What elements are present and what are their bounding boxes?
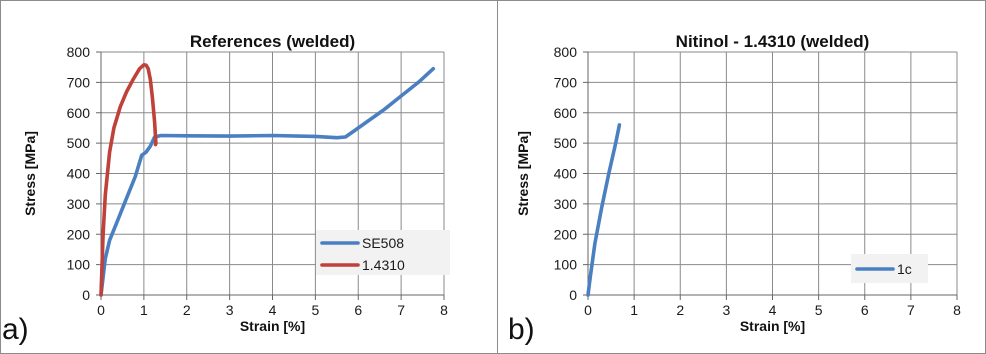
y-tick-label: 0 <box>569 287 577 303</box>
x-axis-label: Strain [%] <box>740 318 805 334</box>
y-axis-label: Stress [MPa] <box>22 131 38 216</box>
y-tick-label: 0 <box>82 287 90 303</box>
x-tick-label: 1 <box>630 302 638 318</box>
y-tick-label: 600 <box>67 105 91 121</box>
x-tick-label: 4 <box>769 302 777 318</box>
legend: 1c <box>851 254 928 283</box>
y-tick-label: 300 <box>67 196 91 212</box>
chart-title: Nitinol - 1.4310 (welded) <box>676 32 870 51</box>
y-tick-label: 200 <box>554 226 578 242</box>
x-tick-label: 3 <box>226 302 234 318</box>
series-line-2 <box>99 63 158 297</box>
y-tick-label: 700 <box>554 74 578 90</box>
chart-panel-1: 0 1 2 3 4 5 6 7 8 0 100 200 300 400 500 600 700 800 Refere… <box>2 32 450 346</box>
series-line-1 <box>99 66 436 297</box>
x-tick-label: 5 <box>311 302 319 318</box>
x-tick-label: 8 <box>440 302 448 318</box>
y-tick-label: 500 <box>554 135 578 151</box>
legend-label: 1.4310 <box>362 257 405 273</box>
x-tick-label: 2 <box>676 302 684 318</box>
y-tick-label: 600 <box>554 105 578 121</box>
x-tick-label: 7 <box>907 302 915 318</box>
x-tick-label: 7 <box>397 302 405 318</box>
legend-label: SE508 <box>362 235 404 251</box>
x-tick-label: 3 <box>722 302 730 318</box>
x-tick-label: 5 <box>815 302 823 318</box>
x-tick-label: 0 <box>584 302 592 318</box>
x-tick-label: 0 <box>97 302 105 318</box>
chart-panel-2: 0 1 2 3 4 5 6 7 8 0 100 200 300 400 500 600 700 800 Nitino… <box>508 32 961 346</box>
x-tick-label: 6 <box>354 302 362 318</box>
x-tick-label: 4 <box>269 302 277 318</box>
y-tick-label: 100 <box>67 257 91 273</box>
y-tick-label: 800 <box>554 44 578 60</box>
panel-label: b) <box>508 313 535 346</box>
y-tick-label: 300 <box>554 196 578 212</box>
y-tick-label: 100 <box>554 257 578 273</box>
y-tick-label: 700 <box>67 74 91 90</box>
y-tick-label: 500 <box>67 135 91 151</box>
x-tick-label: 2 <box>183 302 191 318</box>
x-tick-label: 6 <box>861 302 869 318</box>
series-line-1 <box>586 123 622 297</box>
legend-box <box>316 230 450 275</box>
x-tick-label: 1 <box>140 302 148 318</box>
x-tick-label: 8 <box>953 302 961 318</box>
panel-label: a) <box>2 313 29 346</box>
chart-title: References (welded) <box>190 32 355 51</box>
legend: SE508 1.4310 <box>316 230 450 275</box>
x-axis-label: Strain [%] <box>240 318 305 334</box>
y-tick-label: 200 <box>67 226 91 242</box>
y-tick-label: 400 <box>554 166 578 182</box>
y-tick-label: 800 <box>67 44 91 60</box>
legend-label: 1c <box>897 261 912 277</box>
y-tick-label: 400 <box>67 166 91 182</box>
y-axis-label: Stress [MPa] <box>515 131 531 216</box>
